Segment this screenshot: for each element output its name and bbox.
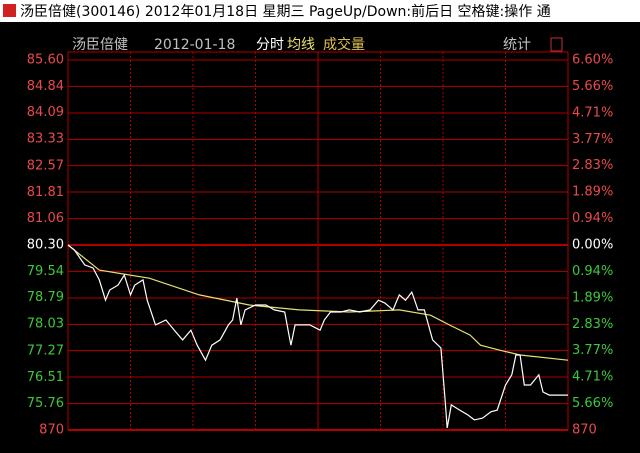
stats-toggle[interactable] [550,37,563,52]
y2-tick-label: 0.94% [572,264,613,279]
volume-tick-label: 870 [572,423,597,438]
y2-tick-label: 1.89% [572,185,613,200]
y2-tick-label: 2.83% [572,158,613,173]
y-tick-label: 84.09 [27,105,64,120]
stock-name: 汤臣倍健 [72,37,128,53]
y2-tick-label: 2.83% [572,317,613,332]
y2-tick-label: 3.77% [572,132,613,147]
y-tick-label: 81.06 [27,211,64,226]
y-tick-label: 84.84 [27,79,64,94]
series-line [67,244,569,361]
y-tick-label: 83.33 [27,132,64,147]
y2-tick-label: 5.66% [572,396,613,411]
y2-tick-label: 4.71% [572,370,613,385]
legend-entry: 分时 [256,37,284,53]
y-tick-label: 80.30 [27,238,64,253]
y-tick-label: 76.51 [27,370,64,385]
y2-tick-label: 3.77% [572,343,613,358]
date: 2012-01-18 [154,37,235,53]
y-tick-label: 75.76 [27,396,64,411]
legend-entry: 均线 [287,37,315,53]
y2-tick-label: 1.89% [572,290,613,305]
y-tick-label: 78.03 [27,317,64,332]
stats-button[interactable]: 统计 [503,37,531,53]
y-tick-label: 77.27 [27,343,64,358]
volume-label: 成交量 [323,36,365,53]
y2-tick-label: 0.00% [572,238,613,253]
y2-tick-label: 5.66% [572,79,613,94]
y2-tick-label: 0.94% [572,211,613,226]
title-bar [0,0,640,22]
y-tick-label: 85.60 [27,53,64,68]
y-tick-label: 81.81 [27,185,64,200]
window-title: 汤臣倍健(300146) 2012年01月18日 星期三 PageUp/Down… [20,3,551,20]
volume-tick-label: 870 [39,423,64,438]
app-icon [3,4,16,17]
y2-tick-label: 6.60% [572,53,613,68]
series-line [67,244,568,429]
y-tick-label: 78.79 [27,290,64,305]
y-tick-label: 79.54 [27,264,64,279]
y-tick-label: 82.57 [27,158,64,173]
y2-tick-label: 4.71% [572,105,613,120]
